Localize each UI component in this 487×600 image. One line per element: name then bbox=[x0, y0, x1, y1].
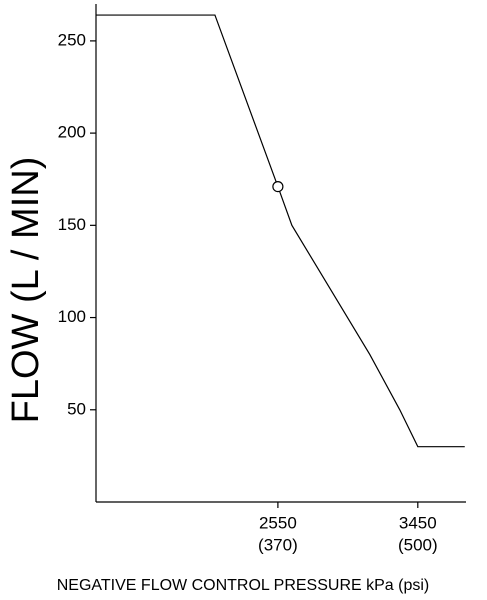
y-tick-label: 200 bbox=[58, 123, 86, 142]
y-tick-label: 50 bbox=[67, 399, 86, 418]
y-tick-label: 100 bbox=[58, 307, 86, 326]
x-tick-sublabel: (500) bbox=[398, 535, 438, 554]
x-tick-label: 3450 bbox=[399, 513, 437, 532]
point-marker bbox=[272, 181, 284, 193]
x-tick-label: 2550 bbox=[259, 513, 297, 532]
line bbox=[96, 14, 465, 448]
y-tick-label: 250 bbox=[58, 30, 86, 49]
x-tick-sublabel: (370) bbox=[258, 535, 298, 554]
x-axis-label: NEGATIVE FLOW CONTROL PRESSURE kPa (psi) bbox=[57, 577, 430, 594]
y-tick-label: 150 bbox=[58, 215, 86, 234]
y-axis-label: FLOW (L / MIN) bbox=[5, 157, 47, 424]
